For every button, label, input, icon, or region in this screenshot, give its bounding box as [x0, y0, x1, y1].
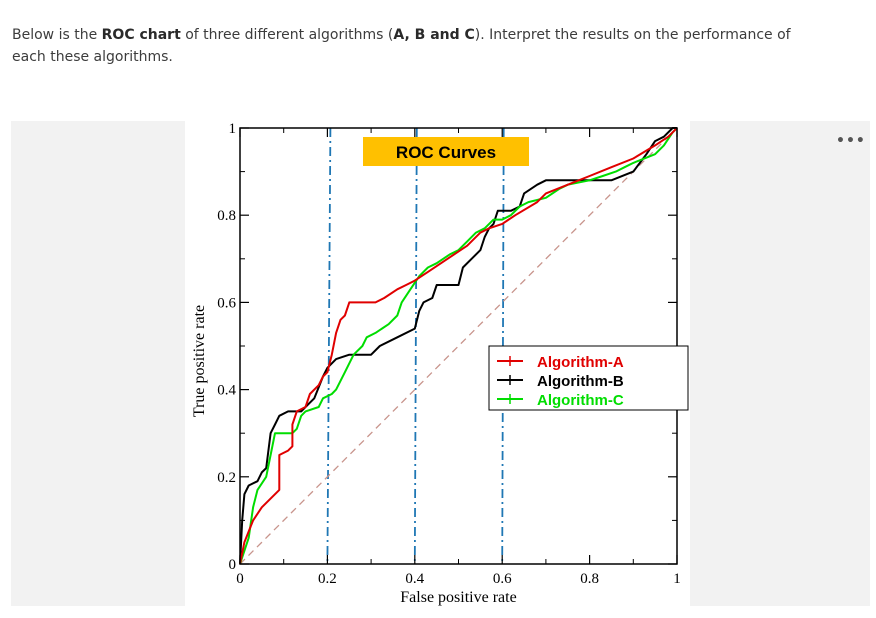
x-tick-label: 0.2 [318, 571, 337, 587]
vertical-reference-line [501, 127, 505, 565]
legend-label: Algorithm-C [537, 392, 624, 409]
x-tick-label: 1 [673, 571, 681, 587]
y-axis-label: True positive rate [191, 305, 208, 417]
y-tick-label: 0.8 [217, 208, 236, 224]
question-text-part: Below is the [12, 27, 102, 43]
legend: Algorithm-A Algorithm-B Algorithm-C [488, 345, 689, 411]
roc-chart: 0 0.2 0.4 0.6 0.8 1 0 0.2 0.4 0.6 0.8 1 ROC Curves… [185, 118, 690, 610]
image-background-left [11, 121, 190, 606]
question-text-part: ). Interpret the results on the performa… [12, 27, 791, 65]
image-background-right [690, 121, 870, 606]
roc-curves [239, 127, 678, 565]
series-line-algorithm-b [239, 127, 677, 565]
y-tick-label: 1 [229, 121, 237, 137]
y-tick-label: 0.6 [217, 295, 236, 311]
question-text-part: of three different algorithms ( [180, 27, 394, 43]
chart-title: ROC Curves [396, 143, 496, 162]
x-tick-label: 0.8 [580, 571, 599, 587]
question-bold-roc-chart: ROC chart [101, 27, 181, 43]
question-text: Below is the ROC chart of three differen… [12, 24, 812, 68]
y-tick-label: 0 [229, 557, 237, 573]
x-tick-label: 0 [236, 571, 244, 587]
y-tick-label: 0.2 [217, 470, 236, 486]
legend-label: Algorithm-A [537, 354, 624, 371]
legend-label: Algorithm-B [537, 373, 624, 390]
x-tick-label: 0.4 [405, 571, 424, 587]
y-tick-label: 0.4 [217, 383, 236, 399]
vertical-reference-line [326, 127, 332, 565]
chart-title-box [363, 137, 529, 166]
series-line-algorithm-a [239, 127, 678, 565]
x-axis-ticks: 0 0.2 0.4 0.6 0.8 1 [236, 128, 681, 587]
more-options-icon[interactable]: ••• [836, 133, 866, 149]
x-axis-label: False positive rate [400, 589, 516, 606]
y-axis-ticks: 0 0.2 0.4 0.6 0.8 1 [217, 121, 677, 573]
vertical-reference-lines [326, 127, 505, 565]
question-bold-algorithms: A, B and C [393, 27, 475, 43]
vertical-reference-line [413, 127, 418, 565]
x-tick-label: 0.6 [493, 571, 512, 587]
random-classifier-diagonal [239, 127, 678, 565]
